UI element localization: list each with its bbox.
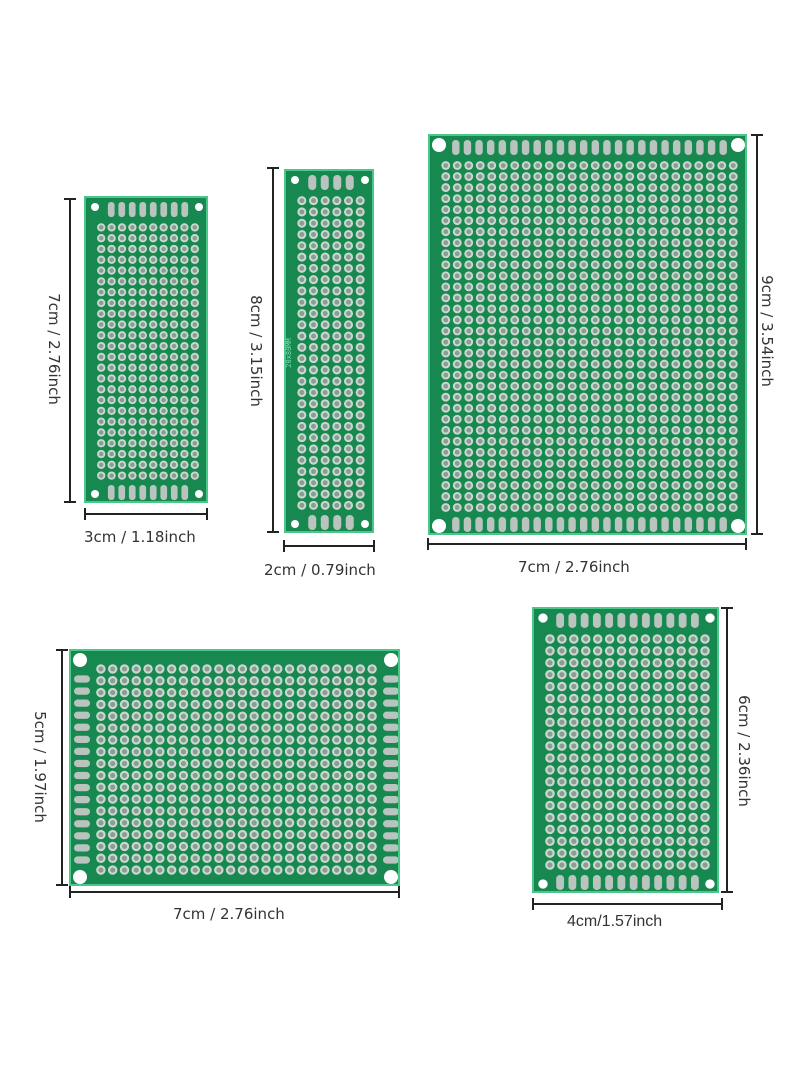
pcb-holes-2x8 bbox=[291, 175, 369, 530]
width-dimension-line-2x8 bbox=[283, 545, 375, 547]
width-tick-left-5x7 bbox=[69, 886, 71, 898]
height-tick-bottom-5x7 bbox=[56, 884, 68, 886]
pcb-board-2x8: 20x80MM bbox=[284, 169, 374, 533]
height-label-4x6: 6cm / 2.36inch bbox=[735, 695, 753, 807]
height-tick-top-2x8 bbox=[267, 167, 279, 169]
width-label-3x7: 3cm / 1.18inch bbox=[84, 528, 196, 546]
width-tick-right-4x6 bbox=[721, 898, 723, 910]
width-label-5x7: 7cm / 2.76inch bbox=[173, 905, 285, 923]
pcb-board-4x6 bbox=[532, 607, 719, 893]
height-dimension-line-3x7 bbox=[69, 198, 71, 503]
height-label-5x7: 5cm / 1.97inch bbox=[31, 711, 49, 823]
width-label-4x6: 4cm/1.57inch bbox=[567, 913, 663, 930]
pcb-board-7x9 bbox=[428, 134, 747, 535]
height-dimension-line-2x8 bbox=[272, 167, 274, 533]
width-tick-right-3x7 bbox=[206, 508, 208, 520]
height-dimension-line-4x6 bbox=[726, 607, 728, 893]
width-tick-left-2x8 bbox=[283, 540, 285, 552]
height-tick-top-4x6 bbox=[721, 607, 733, 609]
pcb-board-5x7 bbox=[69, 649, 400, 886]
height-tick-top-5x7 bbox=[56, 649, 68, 651]
width-tick-right-2x8 bbox=[373, 540, 375, 552]
width-tick-right-7x9 bbox=[745, 538, 747, 550]
height-tick-bottom-4x6 bbox=[721, 891, 733, 893]
width-tick-left-4x6 bbox=[532, 898, 534, 910]
width-dimension-line-7x9 bbox=[427, 543, 747, 545]
height-label-3x7: 7cm / 2.76inch bbox=[45, 293, 63, 405]
silkscreen-label: 20x80MM bbox=[284, 338, 293, 368]
width-dimension-line-4x6 bbox=[532, 903, 723, 905]
pcb-holes-5x7 bbox=[73, 653, 398, 884]
width-dimension-line-5x7 bbox=[69, 891, 400, 893]
height-label-2x8: 8cm / 3.15inch bbox=[247, 295, 265, 407]
height-tick-bottom-7x9 bbox=[751, 533, 763, 535]
width-label-7x9: 7cm / 2.76inch bbox=[518, 558, 630, 576]
height-dimension-line-7x9 bbox=[756, 134, 758, 535]
width-dimension-line-3x7 bbox=[84, 513, 208, 515]
pcb-board-3x7 bbox=[84, 196, 208, 503]
pcb-holes-3x7 bbox=[91, 202, 203, 500]
height-tick-bottom-3x7 bbox=[64, 501, 76, 503]
width-label-2x8: 2cm / 0.79inch bbox=[264, 561, 376, 579]
width-tick-right-5x7 bbox=[398, 886, 400, 898]
height-tick-top-3x7 bbox=[64, 198, 76, 200]
width-tick-left-7x9 bbox=[427, 538, 429, 550]
height-tick-bottom-2x8 bbox=[267, 531, 279, 533]
pcb-holes-4x6 bbox=[538, 613, 715, 890]
width-tick-left-3x7 bbox=[84, 508, 86, 520]
height-dimension-line-5x7 bbox=[61, 649, 63, 886]
pcb-holes-7x9 bbox=[432, 138, 745, 533]
height-label-7x9: 9cm / 3.54inch bbox=[758, 275, 776, 387]
height-tick-top-7x9 bbox=[751, 134, 763, 136]
